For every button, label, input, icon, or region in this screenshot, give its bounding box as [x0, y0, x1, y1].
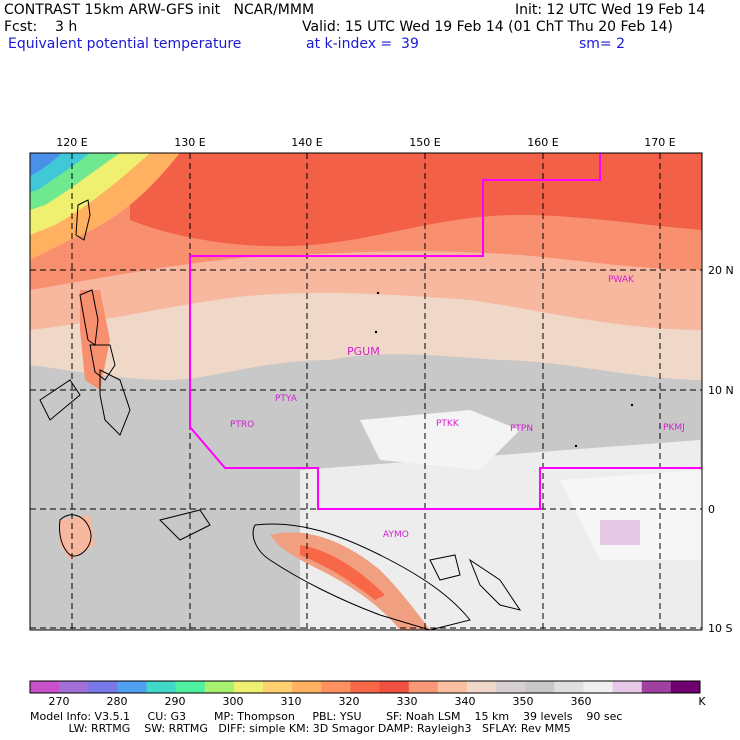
- lon-label-170e: 170 E: [644, 136, 675, 149]
- station-pwak: PWAK: [608, 275, 635, 285]
- lon-label-120e: 120 E: [56, 136, 87, 149]
- station-ptpn: PTPN: [510, 424, 533, 434]
- station-pgum: PGUM: [347, 345, 380, 358]
- station-ptkk: PTKK: [436, 419, 460, 429]
- lat-label-10n: 10 N: [708, 384, 734, 397]
- header-title: CONTRAST 15km ARW-GFS init NCAR/MMM: [4, 2, 315, 18]
- header-init-time: Init: 12 UTC Wed 19 Feb 14: [515, 2, 706, 18]
- model-info-line2: LW: RRTMG SW: RRTMG DIFF: simple KM: 3D …: [30, 722, 571, 735]
- station-pkmj: PKMJ: [663, 423, 685, 433]
- coastlines: [39, 199, 522, 631]
- lon-label-150e: 150 E: [409, 136, 440, 149]
- lat-label-10s: 10 S: [708, 622, 732, 635]
- header-field-name: Equivalent potential temperature: [8, 36, 242, 52]
- station-ptya: PTYA: [275, 394, 298, 404]
- header-level: at k-index = 39: [306, 36, 419, 52]
- header-forecast-hour: Fcst: 3 h: [4, 19, 78, 35]
- header-valid-time: Valid: 15 UTC Wed 19 Feb 14 (01 ChT Thu …: [302, 19, 674, 35]
- lon-label-130e: 130 E: [174, 136, 205, 149]
- station-ptro: PTRO: [230, 420, 254, 430]
- model-info-line1: Model Info: V3.5.1 CU: G3 MP: Thompson P…: [30, 710, 623, 723]
- station-aymo: AYMO: [383, 530, 409, 540]
- header-smoothing: sm= 2: [579, 36, 626, 52]
- theta-e-field: [30, 153, 702, 630]
- lat-label-20n: 20 N: [708, 264, 734, 277]
- lat-label-0: 0: [708, 503, 715, 516]
- region-boundary: [189, 153, 702, 510]
- station-dots: [374, 291, 634, 448]
- lon-label-160e: 160 E: [527, 136, 558, 149]
- map-frame: [29, 152, 703, 631]
- lon-label-140e: 140 E: [291, 136, 322, 149]
